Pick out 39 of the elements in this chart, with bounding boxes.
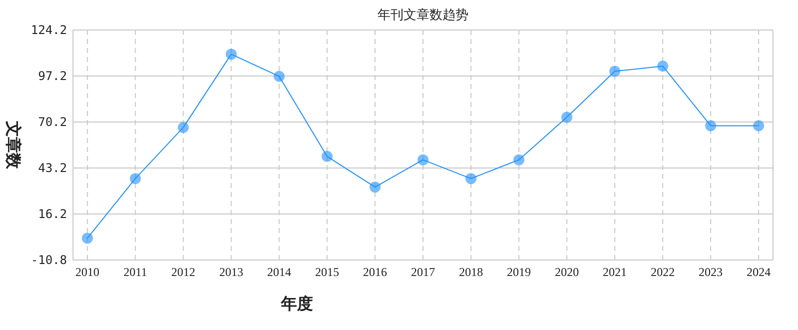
point	[130, 173, 141, 184]
x-tick-label: 2018	[458, 265, 483, 279]
x-tick-label: 2023	[698, 265, 723, 279]
chart-title: 年刊文章数趋势	[378, 7, 468, 22]
point	[705, 120, 716, 132]
y-tick-label: 124.2	[30, 23, 67, 37]
x-tick-label: 2010	[75, 265, 100, 279]
y-tick-label: 43.2	[38, 161, 67, 175]
point	[370, 182, 381, 193]
x-tick-label: 2024	[746, 265, 771, 279]
x-tick-label: 2019	[506, 265, 531, 279]
point	[82, 232, 93, 244]
point	[465, 173, 476, 184]
x-axis-title: 年度	[280, 294, 313, 313]
x-tick-label: 2020	[554, 265, 579, 279]
point	[753, 120, 764, 132]
point	[513, 154, 524, 166]
x-tick-label: 2013	[219, 265, 244, 279]
point	[226, 48, 237, 60]
y-tick-label: -10.8	[30, 253, 67, 267]
point	[657, 60, 668, 72]
point	[561, 112, 572, 123]
point	[274, 70, 285, 82]
point	[418, 154, 428, 166]
x-tick-label: 2022	[650, 265, 675, 279]
y-tick-label: 97.2	[38, 69, 67, 83]
x-tick-label: 2016	[363, 265, 388, 279]
x-tick-label: 2014	[267, 265, 292, 279]
y-axis-title: 文章数	[4, 120, 22, 170]
point	[178, 122, 189, 133]
point	[609, 66, 620, 77]
x-tick-label: 2015	[315, 265, 340, 279]
y-tick-label: 16.2	[38, 207, 67, 221]
y-tick-label: 70.2	[38, 115, 67, 129]
point	[322, 150, 333, 162]
x-tick-label: 2011	[124, 265, 148, 279]
x-tick-label: 2021	[602, 265, 627, 279]
x-tick-label: 2012	[171, 265, 196, 279]
x-tick-label: 2017	[411, 265, 435, 279]
